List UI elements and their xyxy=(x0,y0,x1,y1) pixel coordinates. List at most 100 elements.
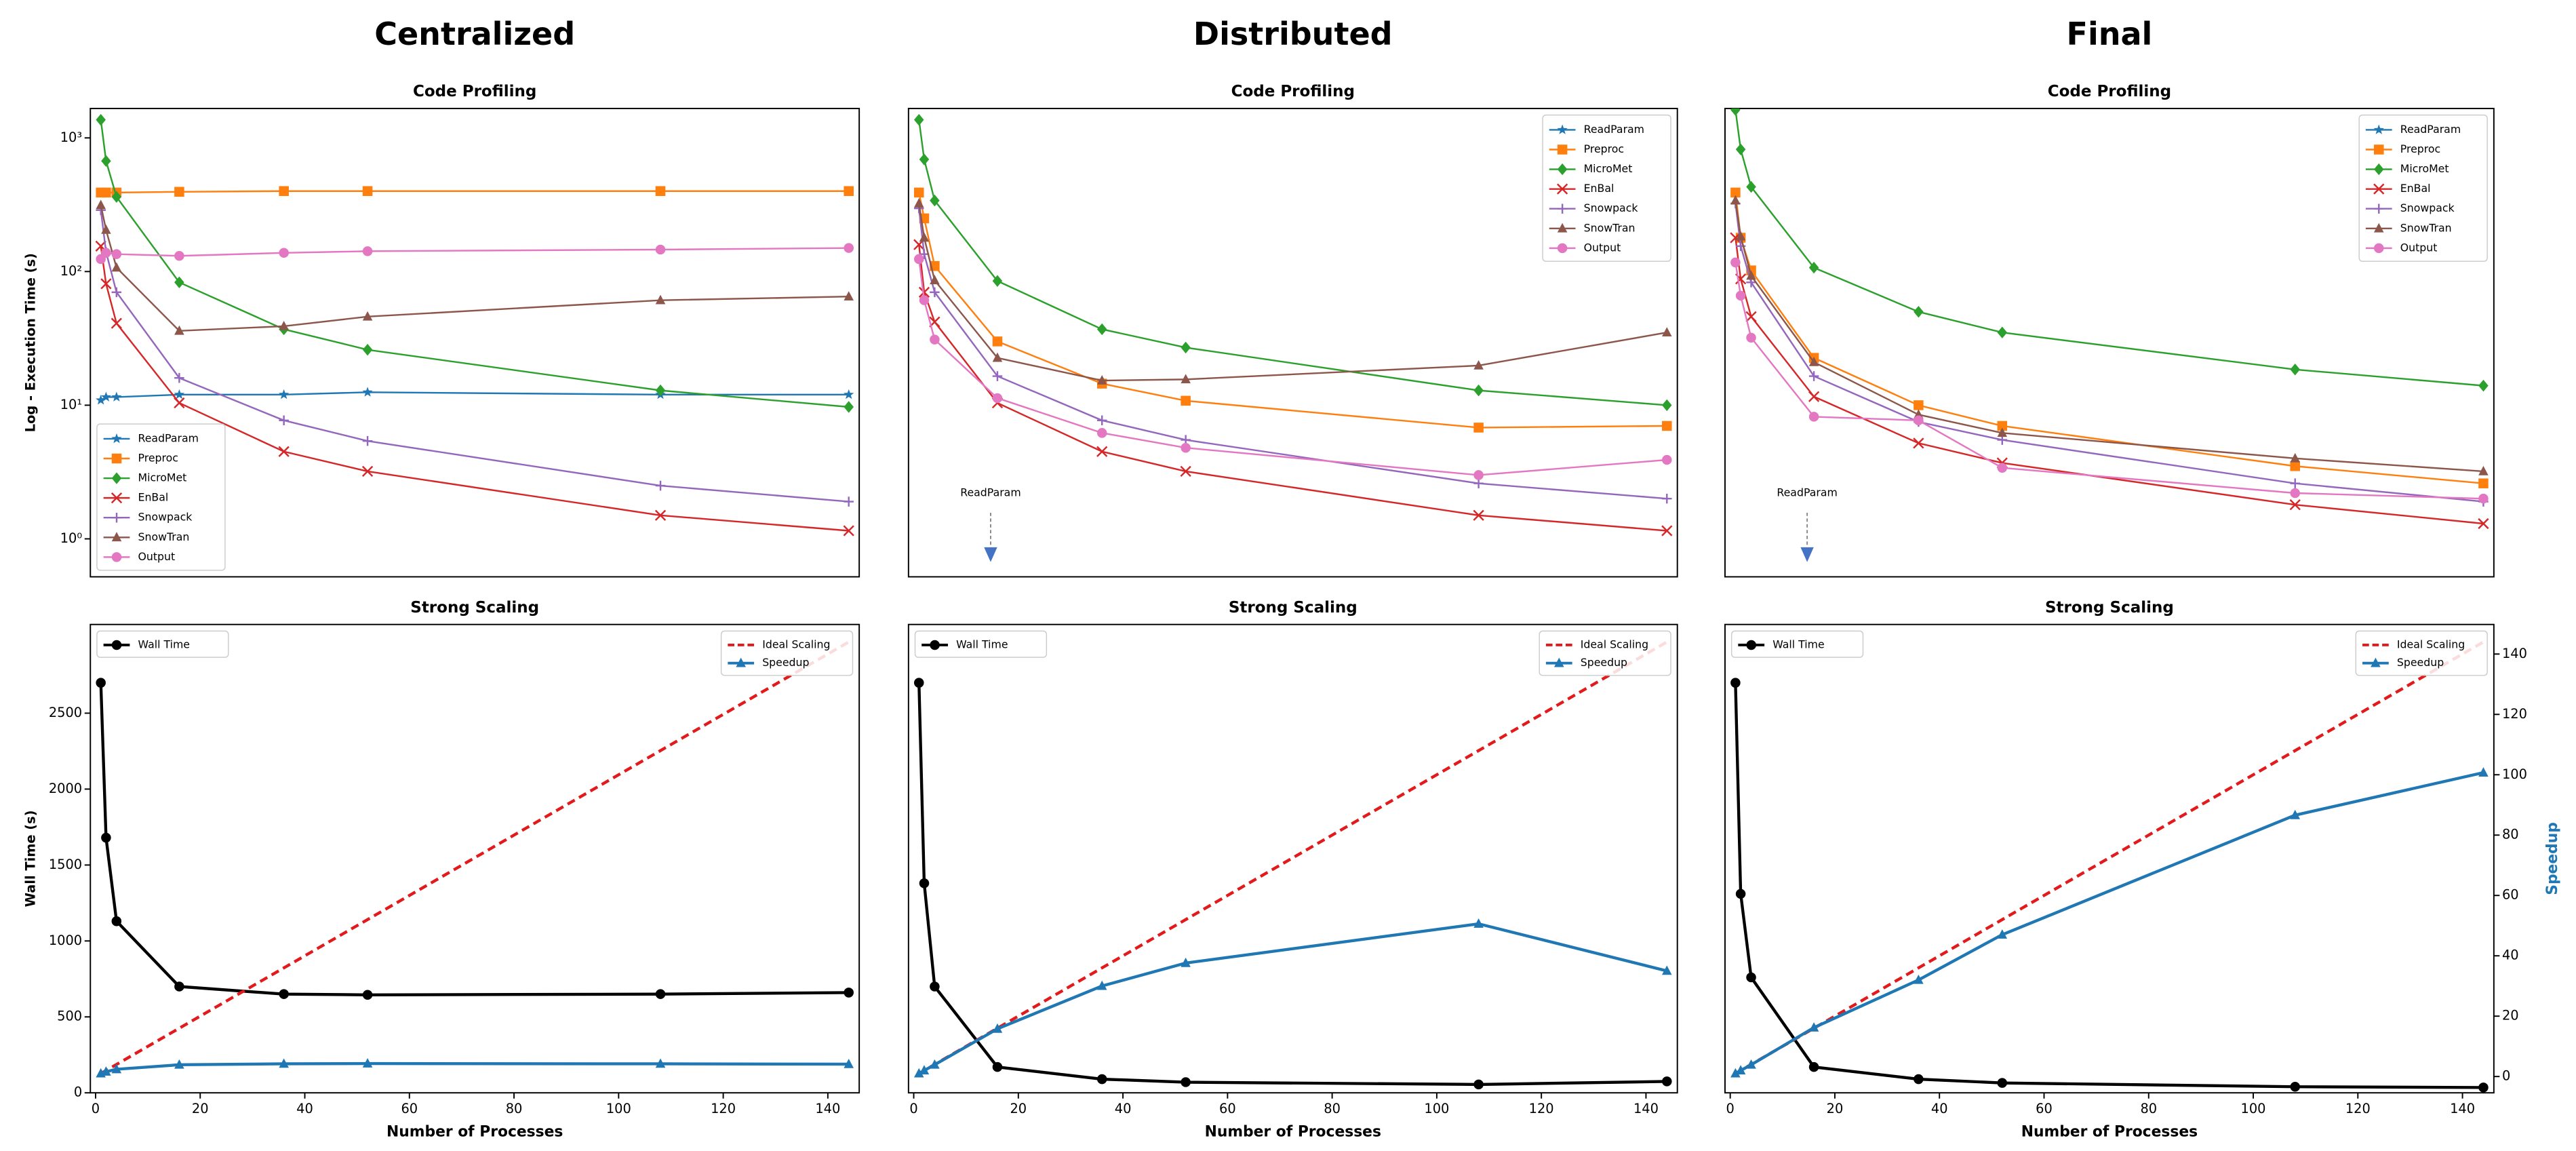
legend-label: Wall Time xyxy=(956,638,1008,650)
legend-label: Wall Time xyxy=(1772,638,1824,650)
marker xyxy=(2290,364,2301,376)
marker xyxy=(2371,657,2381,667)
marker xyxy=(2290,478,2301,488)
series-line xyxy=(100,205,849,332)
marker xyxy=(1730,187,1741,198)
marker xyxy=(1473,918,1484,928)
marker xyxy=(1997,326,2008,338)
marker xyxy=(111,453,122,464)
marker xyxy=(1553,657,1564,667)
marker xyxy=(1096,428,1107,438)
marker xyxy=(919,1065,930,1075)
legend-label: ReadParam xyxy=(2400,123,2461,136)
marker xyxy=(1997,1078,2008,1088)
legend-label: Snowpack xyxy=(2400,201,2455,214)
legend-box xyxy=(96,630,229,658)
x-tick-label: 0 xyxy=(1726,1101,1735,1116)
x-tick-label: 140 xyxy=(815,1101,840,1116)
marker xyxy=(844,401,854,413)
marker xyxy=(174,397,185,409)
marker xyxy=(919,878,930,889)
marker xyxy=(362,435,373,446)
marker xyxy=(1746,332,1756,343)
marker xyxy=(111,492,123,504)
marker xyxy=(655,294,666,305)
y-tick-label: 10¹ xyxy=(60,397,82,412)
legend-label: Wall Time xyxy=(138,638,190,650)
x-axis-label: Number of Processes xyxy=(2021,1123,2198,1140)
marker xyxy=(2373,163,2384,176)
marker xyxy=(100,278,112,290)
y-tick-label: 0 xyxy=(74,1085,82,1100)
marker xyxy=(844,389,854,399)
series-line xyxy=(100,640,850,1075)
marker xyxy=(992,336,1003,347)
x-tick-label: 40 xyxy=(1931,1101,1948,1116)
marker xyxy=(279,389,290,399)
y-tick-label: 10³ xyxy=(60,130,82,145)
marker xyxy=(1913,437,1924,449)
marker xyxy=(1473,470,1484,480)
annotation: ReadParam xyxy=(1777,486,1837,499)
y-tick-label: 1000 xyxy=(49,933,82,948)
series-line xyxy=(1734,682,2484,1089)
x-tick-label: 140 xyxy=(1633,1101,1659,1116)
series-line xyxy=(918,192,1667,429)
marker xyxy=(919,232,930,242)
marker xyxy=(992,352,1003,362)
y-axis-label: Wall Time (s) xyxy=(23,810,39,907)
marker xyxy=(96,678,106,688)
marker xyxy=(1914,400,1924,410)
marker xyxy=(111,532,122,542)
series-group xyxy=(96,640,854,1078)
legend-label: ReadParam xyxy=(138,431,199,444)
marker xyxy=(2290,488,2301,499)
marker xyxy=(96,199,106,210)
series-line xyxy=(1735,203,2484,503)
marker xyxy=(655,1058,666,1068)
marker xyxy=(992,275,1003,287)
marker xyxy=(100,391,112,402)
marker xyxy=(843,525,854,537)
annotation-arrowhead xyxy=(984,547,997,562)
marker xyxy=(1473,359,1484,370)
marker xyxy=(655,186,666,196)
series-line xyxy=(1735,262,2484,500)
marker xyxy=(1808,261,1819,274)
x-tick-label: 40 xyxy=(1115,1101,1132,1116)
marker xyxy=(1808,412,1819,422)
marker xyxy=(174,250,184,261)
x-tick-label: 80 xyxy=(1324,1101,1341,1116)
legend-label: Speedup xyxy=(762,656,809,669)
marker xyxy=(1730,195,1741,205)
x-tick-label: 140 xyxy=(2450,1101,2475,1116)
legend-label: SnowTran xyxy=(1584,221,1636,234)
marker xyxy=(101,187,111,198)
marker xyxy=(101,832,111,843)
marker xyxy=(111,317,122,329)
marker xyxy=(101,1066,111,1076)
marker xyxy=(913,1068,924,1078)
panel-title: Distributed xyxy=(1193,16,1393,52)
series-group xyxy=(1730,108,2489,530)
marker xyxy=(1473,423,1484,433)
marker xyxy=(2373,144,2384,155)
y2-tick-label: 80 xyxy=(2502,827,2519,842)
legend-label: MicroMet xyxy=(2400,162,2449,175)
marker xyxy=(1914,974,1924,984)
y-tick-label: 2500 xyxy=(49,705,82,720)
marker xyxy=(1735,231,1746,241)
legend-label: Speedup xyxy=(1581,656,1627,669)
marker xyxy=(1662,965,1672,975)
marker xyxy=(111,640,122,650)
legend-label: SnowTran xyxy=(2400,221,2452,234)
x-tick-label: 120 xyxy=(1529,1101,1554,1116)
legend-label: Output xyxy=(1584,241,1621,254)
marker xyxy=(111,287,122,298)
marker xyxy=(1730,1068,1741,1078)
legend-label: MicroMet xyxy=(1584,162,1633,175)
marker xyxy=(279,1058,289,1068)
marker xyxy=(1662,399,1672,412)
